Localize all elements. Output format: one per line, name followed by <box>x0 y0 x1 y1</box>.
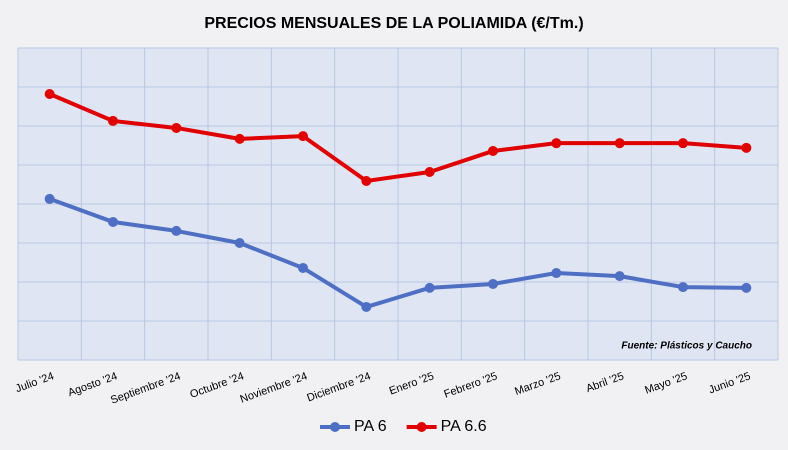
legend-marker <box>416 422 427 432</box>
series-line <box>48 92 747 183</box>
legend-label: PA 6.6 <box>441 418 487 435</box>
chart-title: PRECIOS MENSUALES DE LA POLIAMIDA (€/Tm.… <box>204 15 583 32</box>
data-point <box>361 175 372 186</box>
x-tick-label: Noviembre '24 <box>239 370 309 405</box>
data-point <box>614 138 625 149</box>
x-tick-label: Octubre '24 <box>188 370 245 401</box>
legend-marker <box>330 422 340 432</box>
data-point <box>551 268 562 279</box>
data-point <box>234 238 245 248</box>
x-tick-label: Diciembre '24 <box>305 370 372 404</box>
data-point <box>171 225 182 236</box>
x-tick-label: Julio '24 <box>14 370 56 395</box>
data-point <box>298 262 308 273</box>
x-tick-label: Marzo '25 <box>513 370 562 398</box>
x-tick-label: Abril '25 <box>585 370 626 395</box>
data-point <box>361 301 372 312</box>
data-point <box>488 278 498 289</box>
data-point <box>741 142 752 153</box>
data-point <box>171 122 182 133</box>
data-point <box>44 89 55 100</box>
data-point <box>614 271 625 282</box>
data-point <box>424 167 435 178</box>
data-point <box>108 115 118 126</box>
data-point <box>234 133 245 144</box>
source-note: Fuente: Plásticos y Caucho <box>621 341 752 352</box>
x-tick-label: Enero '25 <box>388 370 436 397</box>
x-tick-label: Febrero '25 <box>442 370 499 400</box>
data-point <box>678 282 688 293</box>
x-tick-label: Junio '25 <box>707 370 752 396</box>
data-point <box>551 138 562 149</box>
x-tick-label: Septiembre '24 <box>109 370 182 406</box>
data-point <box>488 145 498 156</box>
legend-label: PA 6 <box>354 418 387 435</box>
data-point <box>678 138 688 149</box>
data-point <box>741 282 752 293</box>
series-line <box>48 197 747 309</box>
data-point <box>44 193 55 204</box>
data-point <box>424 282 435 293</box>
data-point <box>108 216 118 227</box>
x-tick-label: Mayo '25 <box>643 370 689 396</box>
data-point <box>298 131 308 142</box>
